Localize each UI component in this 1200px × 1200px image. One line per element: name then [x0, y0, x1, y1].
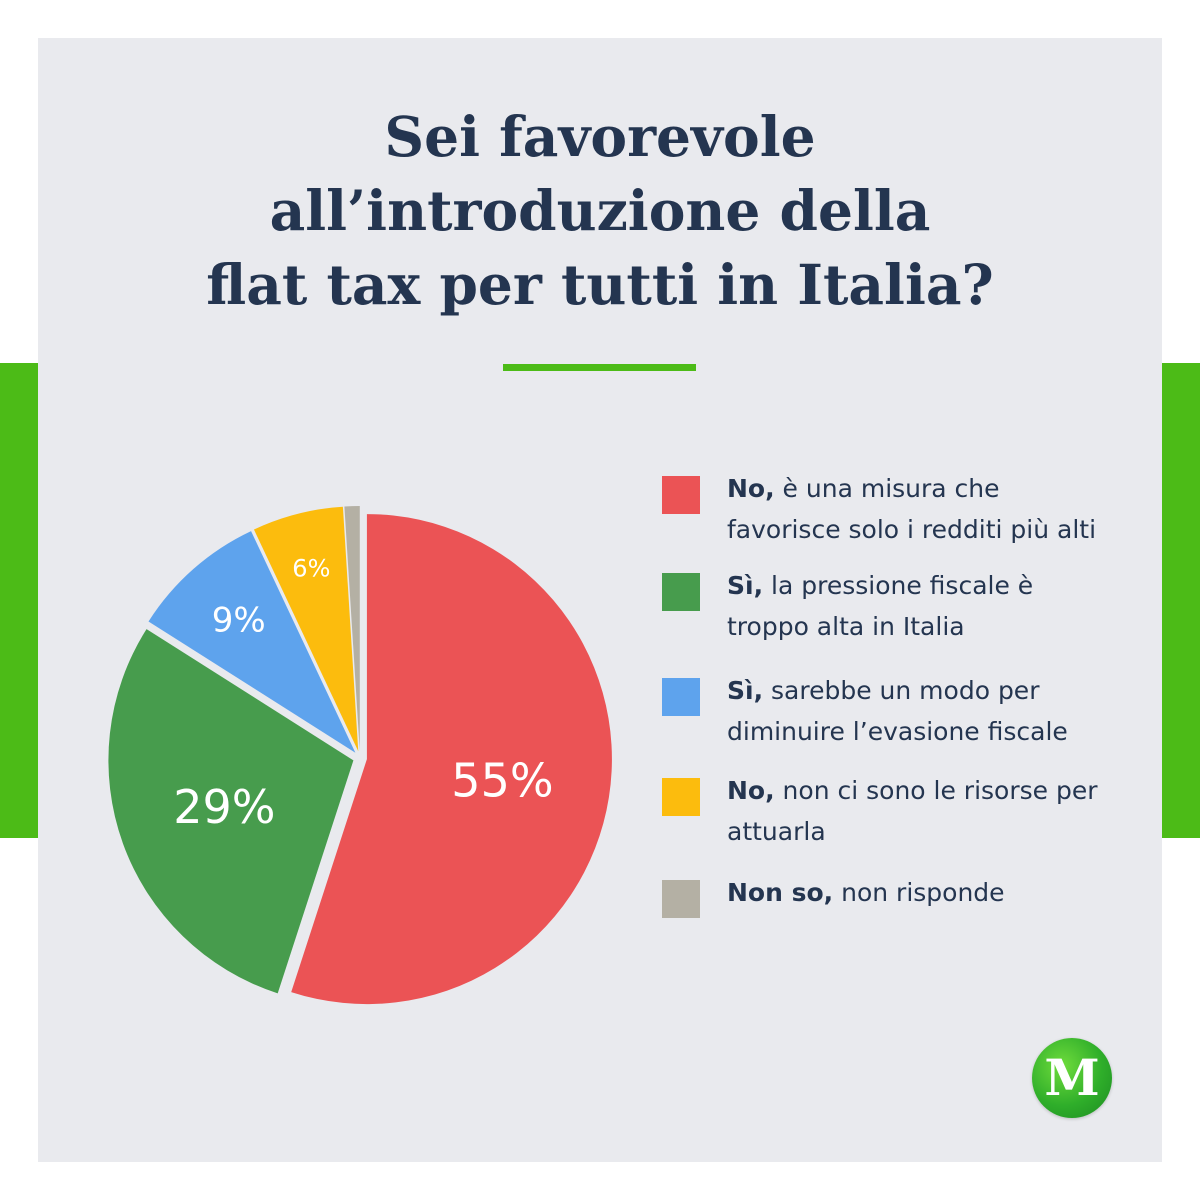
title-divider — [503, 364, 696, 371]
legend-swatch-yellow — [662, 778, 700, 816]
legend-label: Sì, sarebbe un modo per diminuire l’evas… — [727, 670, 1102, 752]
legend-item-no-risorse: No, non ci sono le risorse per attuarla — [662, 770, 1102, 852]
legend-label-bold: Sì, — [727, 676, 764, 705]
legend-swatch-gray — [662, 880, 700, 918]
legend: No, è una misura che favorisce solo i re… — [662, 468, 1102, 918]
pie-label-si-evasione: 9% — [212, 600, 266, 640]
pie-slice-si-pressione — [108, 629, 354, 994]
pie-label-no-risorse: 6% — [292, 554, 330, 582]
legend-label-rest: sarebbe un modo per diminuire l’evasione… — [727, 676, 1068, 746]
legend-label-bold: No, — [727, 776, 775, 805]
pie-label-si-pressione: 29% — [173, 780, 275, 834]
logo-letter: M — [1044, 1048, 1100, 1107]
pie-label-no-redditi: 55% — [451, 754, 553, 808]
pie-chart: 55% 29% 9% 6% — [108, 506, 612, 1005]
legend-item-non-so: Non so, non risponde — [662, 872, 1102, 918]
legend-label-rest: non risponde — [833, 878, 1005, 907]
legend-swatch-red — [662, 476, 700, 514]
title-line-3: flat tax per tutti in Italia? — [206, 252, 994, 317]
brand-logo-icon: M — [1032, 1038, 1112, 1118]
poll-card: Sei favorevole all’introduzione della fl… — [38, 38, 1162, 1162]
legend-swatch-green — [662, 573, 700, 611]
legend-label-rest: è una misura che favorisce solo i reddit… — [727, 474, 1097, 544]
legend-label: No, non ci sono le risorse per attuarla — [727, 770, 1102, 852]
legend-label-rest: la pressione fiscale è troppo alta in It… — [727, 571, 1034, 641]
legend-label: Non so, non risponde — [727, 872, 1102, 913]
title-line-2: all’introduzione della — [269, 178, 931, 243]
legend-label-rest: non ci sono le risorse per attuarla — [727, 776, 1098, 846]
pie-slice-no-risorse — [253, 506, 359, 752]
legend-label-bold: Sì, — [727, 571, 764, 600]
legend-label: Sì, la pressione fiscale è troppo alta i… — [727, 565, 1102, 647]
title-line-1: Sei favorevole — [384, 104, 816, 169]
legend-label-bold: Non so, — [727, 878, 834, 907]
pie-slice-si-evasione — [148, 531, 356, 753]
legend-label-bold: No, — [727, 474, 775, 503]
chart-title: Sei favorevole all’introduzione della fl… — [38, 100, 1162, 322]
legend-item-si-pressione: Sì, la pressione fiscale è troppo alta i… — [662, 565, 1102, 647]
legend-swatch-blue — [662, 678, 700, 716]
legend-label: No, è una misura che favorisce solo i re… — [727, 468, 1102, 550]
pie-slice-non-so — [344, 506, 360, 752]
legend-item-si-evasione: Sì, sarebbe un modo per diminuire l’evas… — [662, 670, 1102, 752]
legend-item-no-redditi: No, è una misura che favorisce solo i re… — [662, 468, 1102, 550]
pie-slice-no-redditi — [291, 514, 612, 1005]
